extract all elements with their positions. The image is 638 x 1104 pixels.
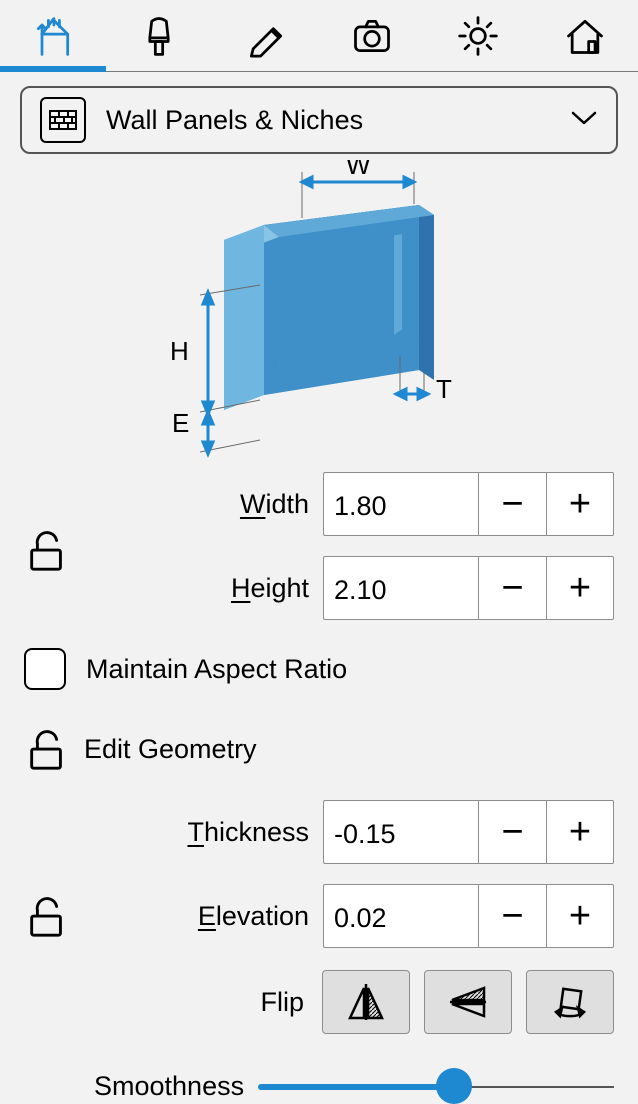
edit-geometry-label: Edit Geometry [84, 734, 257, 765]
flip-horizontal-icon [344, 982, 388, 1022]
thickness-decrement[interactable]: − [478, 800, 546, 864]
pencil-icon [244, 14, 288, 58]
house-icon [563, 14, 607, 58]
flip-label: Flip [260, 987, 304, 1018]
elevation-increment[interactable]: + [546, 884, 614, 948]
tab-paint[interactable] [106, 0, 212, 71]
brush-icon [137, 14, 181, 58]
flip-row: Flip [0, 970, 638, 1034]
rotate-button[interactable] [526, 970, 614, 1034]
flip-vertical-icon [446, 982, 490, 1022]
edit-geometry-lock-icon[interactable] [24, 726, 78, 772]
category-label: Wall Panels & Niches [106, 105, 363, 136]
width-input[interactable] [323, 472, 478, 536]
elevation-row: Elevation − + [24, 884, 614, 948]
flip-vertical-button[interactable] [424, 970, 512, 1034]
flip-horizontal-button[interactable] [322, 970, 410, 1034]
tab-camera[interactable] [319, 0, 425, 71]
tab-light[interactable] [425, 0, 531, 71]
elevation-input[interactable] [323, 884, 478, 948]
diagram-label-w: W [346, 160, 371, 180]
thickness-row: Thickness − + [24, 800, 614, 864]
thickness-increment[interactable]: + [546, 800, 614, 864]
lock-elevation-icon[interactable] [24, 893, 78, 939]
height-decrement[interactable]: − [478, 556, 546, 620]
height-input[interactable] [323, 556, 478, 620]
tab-home[interactable] [532, 0, 638, 71]
edit-geometry-row[interactable]: Edit Geometry [24, 726, 638, 772]
slider-thumb[interactable] [436, 1068, 472, 1104]
width-increment[interactable]: + [546, 472, 614, 536]
diagram-label-h: H [170, 336, 189, 366]
width-label: Width [240, 489, 309, 520]
rotate-icon [548, 982, 592, 1022]
width-row: Width − + [24, 472, 614, 536]
tool-tabs [0, 0, 638, 72]
slider-track-left [258, 1084, 454, 1090]
tab-wall-tool[interactable] [0, 0, 106, 71]
elevation-label: Elevation [198, 901, 309, 932]
chevron-down-icon [570, 106, 598, 134]
maintain-aspect-row[interactable]: Maintain Aspect Ratio [24, 648, 638, 690]
elevation-decrement[interactable]: − [478, 884, 546, 948]
smoothness-label: Smoothness [94, 1071, 244, 1102]
dimension-diagram: W H E T [0, 160, 638, 460]
thickness-input[interactable] [323, 800, 478, 864]
smoothness-slider[interactable] [258, 1068, 614, 1104]
height-row: Height − + [24, 556, 614, 620]
category-dropdown[interactable]: Wall Panels & Niches [20, 86, 618, 154]
slider-track-right [454, 1086, 614, 1088]
lock-aspect-icon[interactable] [24, 527, 78, 573]
thickness-label: Thickness [187, 817, 309, 848]
tab-edit[interactable] [213, 0, 319, 71]
height-label: Height [231, 573, 309, 604]
brick-wall-icon [40, 97, 86, 143]
smoothness-row: Smoothness [0, 1068, 638, 1104]
wall-tool-icon [31, 14, 75, 58]
diagram-label-t: T [436, 374, 452, 404]
sun-icon [456, 14, 500, 58]
width-decrement[interactable]: − [478, 472, 546, 536]
camera-icon [350, 14, 394, 58]
height-increment[interactable]: + [546, 556, 614, 620]
maintain-aspect-label: Maintain Aspect Ratio [86, 654, 347, 685]
maintain-aspect-checkbox[interactable] [24, 648, 66, 690]
diagram-label-e: E [172, 408, 189, 438]
